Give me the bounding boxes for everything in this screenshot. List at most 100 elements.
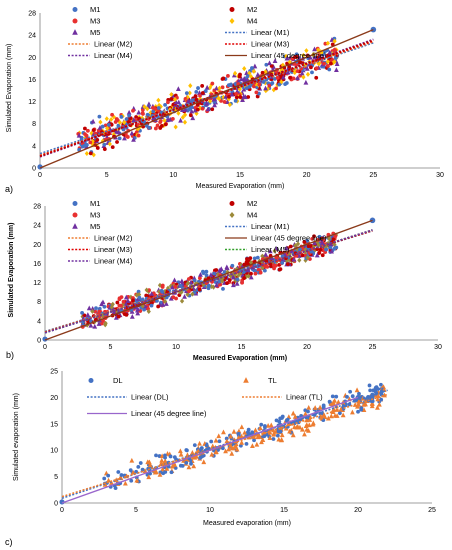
data-point-dl bbox=[350, 394, 355, 399]
legend-item-dl: DL bbox=[88, 376, 123, 385]
data-point-tl bbox=[268, 422, 274, 428]
data-point-m5 bbox=[175, 86, 181, 91]
legend-label-linear-tl: Linear (TL) bbox=[286, 393, 323, 402]
data-point-dl bbox=[379, 397, 384, 402]
data-point-m1 bbox=[127, 113, 131, 118]
y-axis-title: Simulated Evaporation (mm) bbox=[8, 223, 15, 318]
data-point-m2 bbox=[260, 70, 265, 75]
data-point-dl bbox=[163, 455, 167, 460]
data-point-tl bbox=[257, 425, 263, 431]
legend-label-m1: M1 bbox=[90, 199, 100, 208]
data-point-m5 bbox=[90, 118, 96, 124]
data-point-m1 bbox=[119, 115, 124, 119]
panel-label: a) bbox=[5, 184, 13, 194]
data-point-m2 bbox=[309, 65, 313, 70]
data-point-m3 bbox=[147, 288, 151, 293]
legend-label-linear-m3: Linear (M3) bbox=[251, 40, 290, 49]
data-point-m3 bbox=[160, 283, 165, 288]
data-point-m5 bbox=[314, 252, 320, 258]
data-point-dl bbox=[180, 463, 185, 468]
data-point-tl bbox=[234, 446, 240, 452]
data-point-dl bbox=[138, 461, 143, 465]
legend-label-linear-m1: Linear (M1) bbox=[251, 28, 290, 37]
data-point-m2 bbox=[163, 122, 168, 127]
data-point-m3 bbox=[220, 85, 225, 90]
y-tick-label: 5 bbox=[54, 474, 58, 481]
data-point-m5 bbox=[263, 251, 269, 257]
data-point-m5 bbox=[135, 310, 141, 316]
data-point-m5 bbox=[234, 280, 240, 286]
data-point-m4 bbox=[315, 239, 320, 245]
data-point-m1 bbox=[100, 124, 105, 129]
data-point-m4 bbox=[185, 281, 190, 287]
legend-item-linear-m4: Linear (M4) bbox=[68, 51, 133, 60]
data-point-m5 bbox=[312, 240, 317, 245]
data-point-dl bbox=[373, 389, 378, 394]
data-point-m4 bbox=[305, 255, 310, 261]
data-point-m3 bbox=[322, 61, 327, 66]
y-tick-label: 0 bbox=[37, 338, 41, 345]
data-point-m2 bbox=[288, 244, 293, 249]
data-point-tl bbox=[129, 457, 135, 463]
data-point-m4 bbox=[285, 258, 290, 264]
data-point-m4 bbox=[134, 292, 139, 298]
data-point-m5 bbox=[312, 46, 317, 52]
data-point-m3 bbox=[153, 126, 158, 131]
data-point-m4 bbox=[144, 287, 149, 293]
data-point-dl bbox=[102, 476, 107, 481]
data-point-m1 bbox=[117, 136, 122, 141]
data-point-m3 bbox=[171, 295, 176, 300]
panel-label: b) bbox=[6, 350, 14, 360]
y-tick-label: 10 bbox=[50, 448, 58, 455]
data-point-m4 bbox=[227, 102, 232, 108]
legend-label-m5: M5 bbox=[90, 28, 100, 37]
data-point-m4 bbox=[173, 124, 178, 130]
data-point-dl bbox=[199, 446, 204, 450]
data-point-m1 bbox=[147, 125, 152, 130]
data-point-m4 bbox=[259, 260, 265, 266]
data-point-m1 bbox=[244, 86, 249, 90]
data-point-m5 bbox=[131, 117, 137, 122]
panel-1: 0 5 10 15 20 25 30 0 4 8 12 16 20 24 28 Measured Evapor… bbox=[5, 5, 444, 194]
data-point-m2 bbox=[126, 120, 131, 124]
data-point-tl bbox=[279, 432, 285, 438]
data-point-m2 bbox=[246, 95, 251, 99]
x-tick-label: 25 bbox=[428, 507, 436, 514]
data-point-tl bbox=[276, 436, 282, 442]
x-tick-label: 30 bbox=[434, 344, 442, 351]
data-point-dl bbox=[148, 471, 152, 476]
data-point-tl bbox=[292, 424, 297, 430]
data-point-m2 bbox=[195, 102, 200, 107]
legend-label-m3: M3 bbox=[90, 211, 100, 220]
data-point-m4 bbox=[103, 320, 108, 326]
data-point-dl bbox=[136, 464, 141, 469]
data-point-m5 bbox=[205, 106, 211, 112]
data-point-m5 bbox=[188, 279, 194, 285]
data-point-m2 bbox=[95, 146, 100, 150]
data-point-m3 bbox=[198, 93, 202, 98]
legend-label-dl: DL bbox=[113, 376, 123, 385]
data-point-m3 bbox=[131, 108, 135, 113]
data-point-tl bbox=[287, 428, 292, 434]
data-point-m5 bbox=[166, 116, 172, 122]
data-point-tl bbox=[312, 405, 318, 410]
data-point-m5 bbox=[267, 248, 273, 254]
data-point-m2 bbox=[298, 60, 303, 65]
data-point-tl bbox=[369, 401, 375, 407]
legend-label-linear-m5: Linear (M5) bbox=[251, 245, 290, 254]
data-point-m3 bbox=[86, 128, 90, 133]
data-point-m4 bbox=[301, 74, 306, 80]
data-point-m2 bbox=[214, 268, 219, 272]
data-point-m3 bbox=[256, 268, 261, 272]
x-tick-label: 15 bbox=[280, 507, 288, 514]
data-point-m3 bbox=[119, 303, 123, 308]
y-tick-label: 15 bbox=[50, 421, 58, 428]
data-point-m1 bbox=[370, 26, 377, 33]
legend-item-m3: M3 bbox=[72, 17, 100, 26]
data-point-m2 bbox=[248, 256, 253, 261]
data-point-tl bbox=[303, 423, 309, 429]
data-point-tl bbox=[375, 404, 380, 410]
data-point-m2 bbox=[302, 240, 307, 244]
data-point-m4 bbox=[102, 129, 107, 136]
